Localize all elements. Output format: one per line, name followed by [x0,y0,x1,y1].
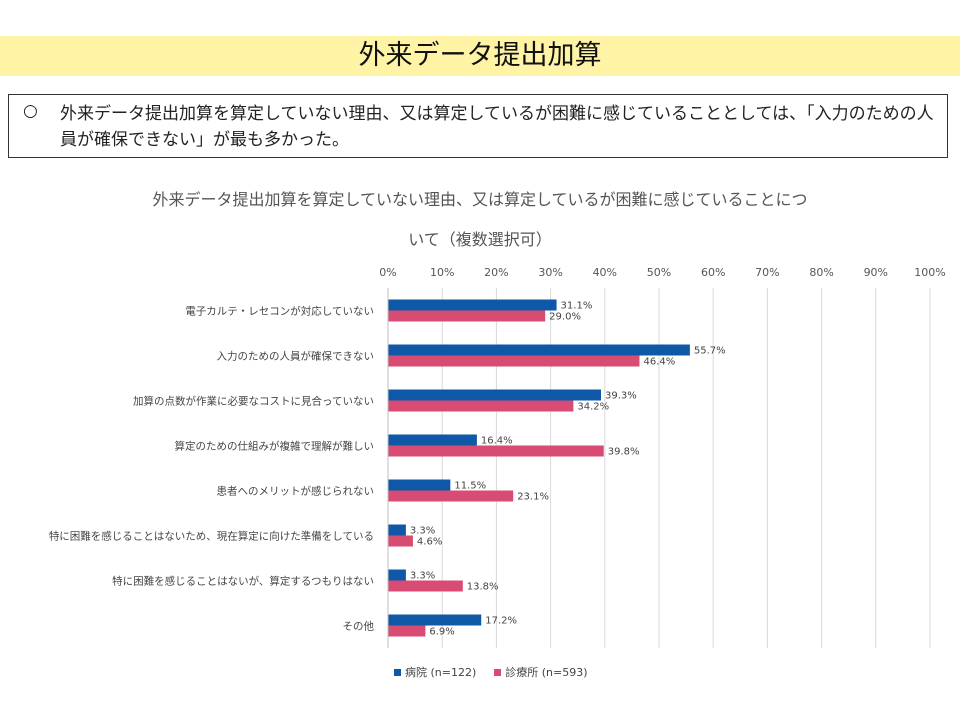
x-tick-label: 10% [430,266,454,279]
x-tick-label: 0% [379,266,396,279]
category-label: 電子カルテ・レセコンが対応していない [185,305,374,318]
bar [388,299,557,311]
x-tick-label: 80% [809,266,833,279]
category-label: 特に困難を感じることはないが、算定するつもりはない [112,575,374,588]
summary-box: ○ 外来データ提出加算を算定していない理由、又は算定しているが困難に感じているこ… [8,94,948,158]
category-label: 特に困難を感じることはないため、現在算定に向けた準備をしている [49,530,374,543]
category-label: 加算の点数が作業に必要なコストに見合っていない [133,395,374,408]
data-label: 39.3% [605,391,637,402]
data-label: 4.6% [417,537,442,548]
legend-swatch-hospital [394,668,401,676]
summary-text: 外来データ提出加算を算定していない理由、又は算定しているが困難に感じていることと… [60,104,934,150]
legend-swatch-clinic [494,668,502,676]
data-label: 23.1% [517,492,549,503]
data-label: 46.4% [643,357,675,368]
bar [388,434,477,446]
data-label: 34.2% [577,402,609,413]
legend-item-clinic: 診療所 (n=593) [494,664,588,680]
chart-title-line2: いて（複数選択可） [408,230,552,249]
chart-title: 外来データ提出加算を算定していない理由、又は算定しているが困難に感じていることに… [152,190,808,209]
bar [388,355,640,367]
bar [388,344,690,356]
bar [388,310,546,322]
x-tick-label: 60% [701,266,725,279]
category-label: その他 [343,620,375,633]
x-tick-label: 100% [914,266,945,279]
data-label: 6.9% [429,627,454,638]
summary-bullet: ○ [23,101,38,121]
category-label: 患者へのメリットが感じられない [217,485,375,498]
data-label: 55.7% [694,346,726,357]
x-tick-label: 30% [538,266,562,279]
bar [388,614,482,626]
data-label: 3.3% [410,571,435,582]
bar [388,625,426,637]
data-label: 13.8% [467,582,499,593]
page-title: 外来データ提出加算 [358,40,602,71]
data-label: 31.1% [561,301,593,312]
bar [388,569,406,581]
bar [388,490,514,502]
bar [388,445,604,457]
title-band: 外来データ提出加算 [0,36,960,76]
x-tick-label: 50% [647,266,671,279]
x-tick-label: 70% [755,266,779,279]
bar [388,479,451,491]
x-tick-label: 20% [484,266,508,279]
category-label: 入力のための人員が確保できない [217,350,375,363]
legend-label-clinic: 診療所 (n=593) [505,666,588,679]
category-label: 算定のための仕組みが複雑で理解が難しい [175,440,375,453]
legend-item-hospital: 病院 (n=122) [394,664,476,680]
data-label: 16.4% [481,436,513,447]
data-label: 29.0% [549,312,581,323]
legend-label-hospital: 病院 (n=122) [405,666,477,679]
x-tick-label: 40% [593,266,617,279]
data-label: 3.3% [410,526,435,537]
data-label: 17.2% [485,616,517,627]
x-tick-label: 90% [864,266,888,279]
bar [388,524,406,536]
bar [388,535,413,547]
data-label: 11.5% [454,481,486,492]
bar [388,400,574,412]
chart-legend: 病院 (n=122) 診療所 (n=593) [394,664,588,680]
bar [388,389,602,401]
data-label: 39.8% [608,447,640,458]
bar [388,580,463,592]
